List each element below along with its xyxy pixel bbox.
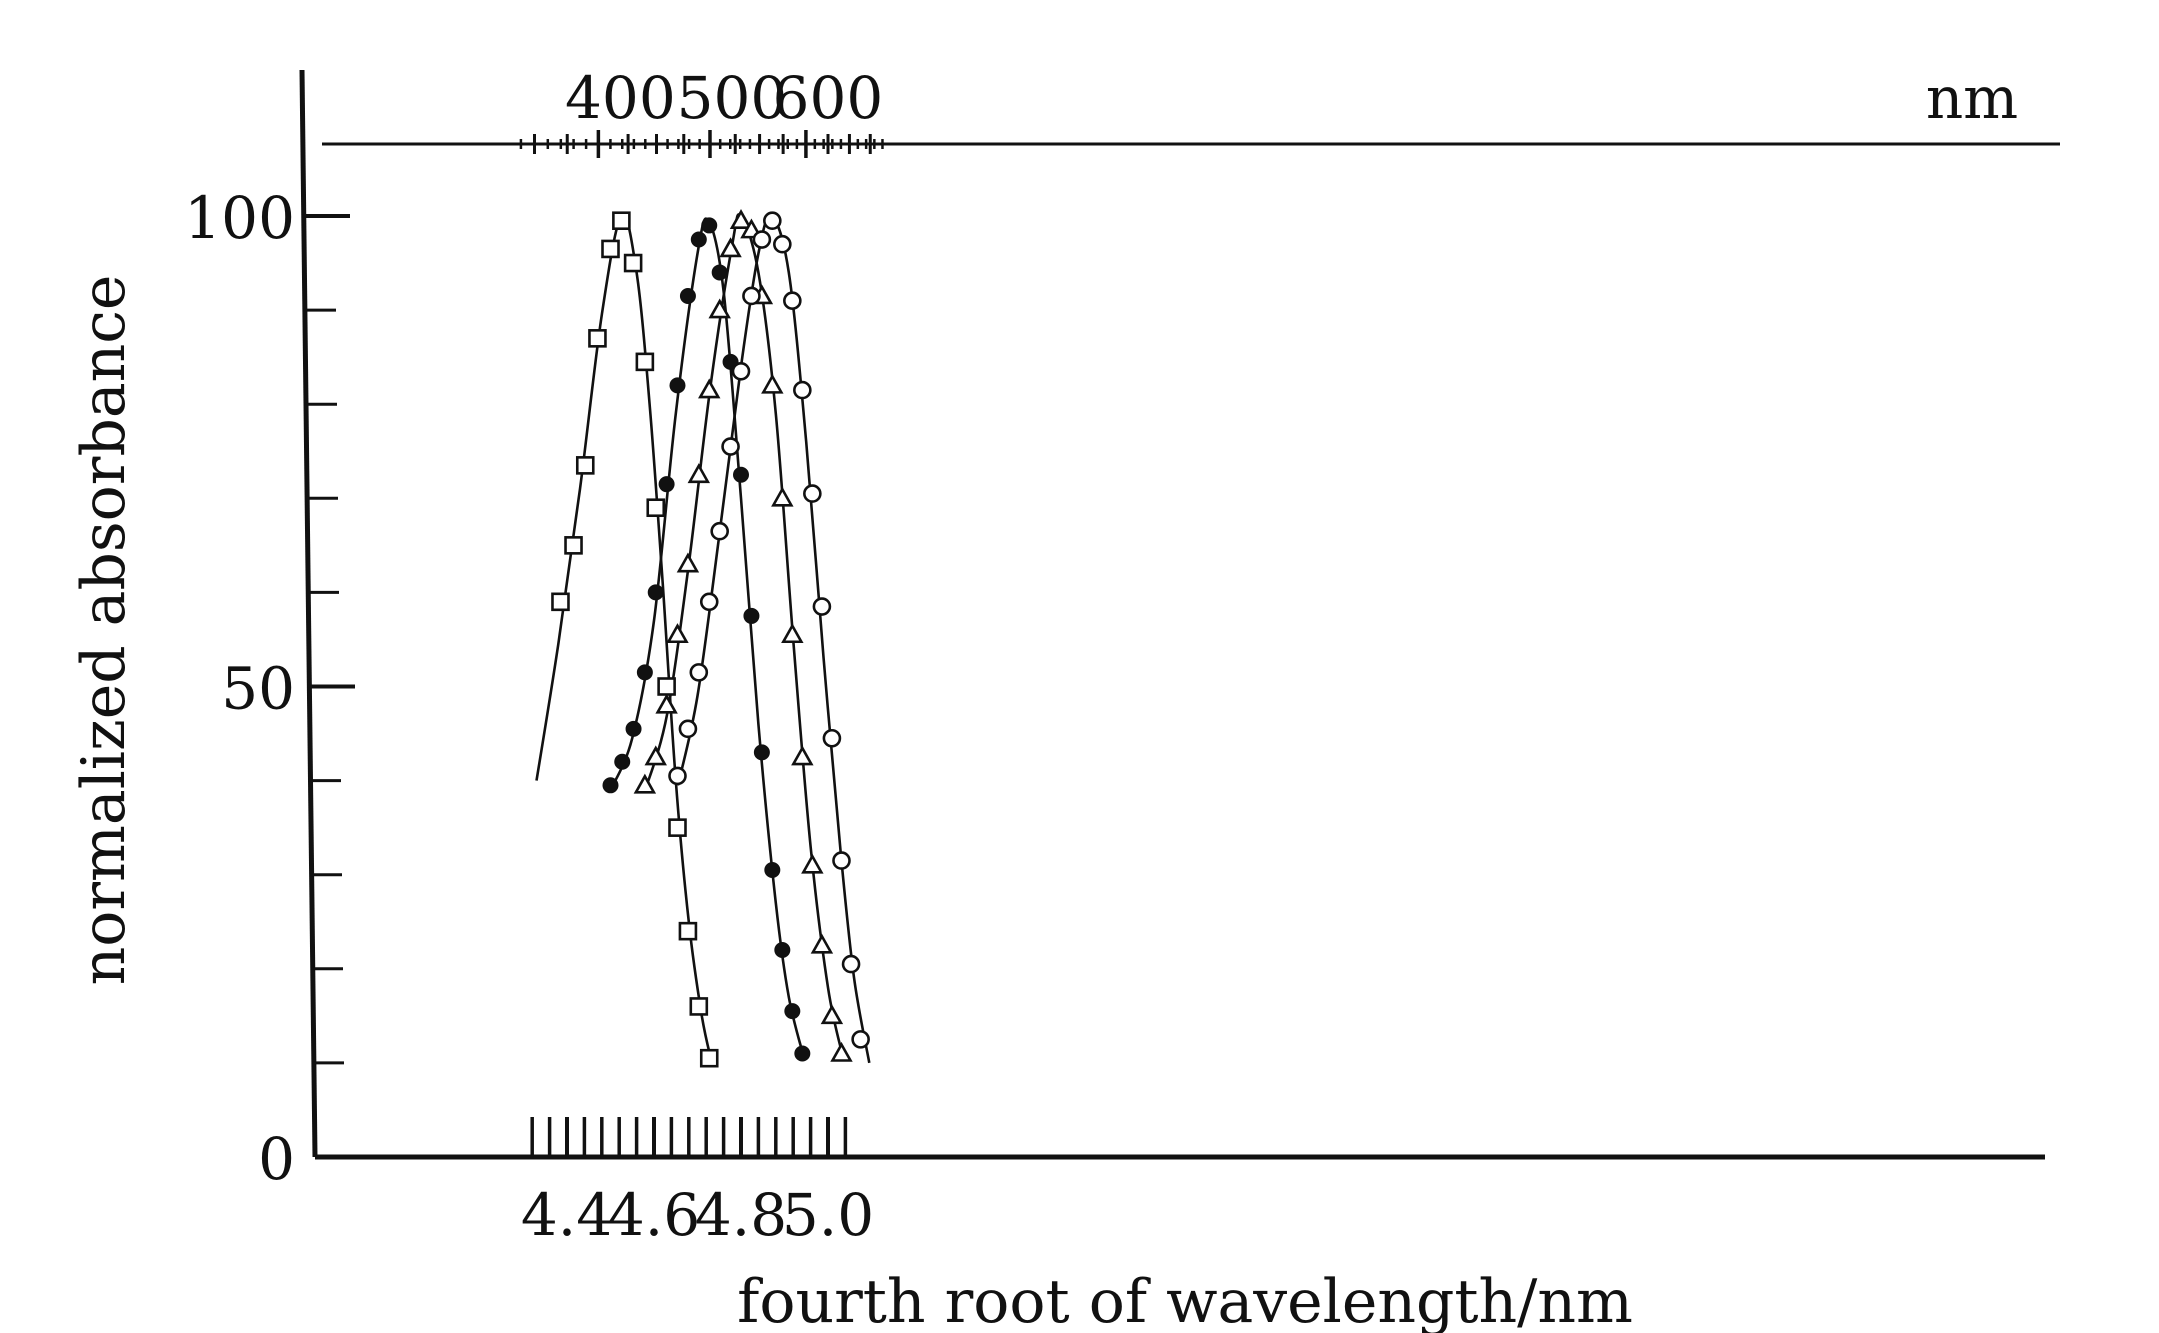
- marker-open-circle: [742, 286, 761, 306]
- y-axis-ticks: 0 50 100: [184, 184, 360, 1193]
- marker-open-square: [657, 677, 676, 696]
- marker-open-triangle: [830, 1041, 853, 1062]
- y-tick-label: 100: [184, 184, 295, 252]
- marker-open-triangle: [781, 623, 804, 644]
- marker-open-square: [646, 498, 666, 518]
- marker-open-circle: [668, 766, 687, 786]
- marker-filled-circle: [614, 753, 631, 770]
- marker-open-triangle: [771, 486, 794, 507]
- marker-open-square: [551, 592, 570, 612]
- marker-filled-circle: [625, 720, 642, 737]
- marker-filled-circle: [743, 607, 760, 624]
- marker-open-circle: [793, 380, 812, 400]
- marker-filled-circle: [647, 584, 664, 601]
- marker-open-square: [564, 536, 583, 555]
- marker-open-triangle: [687, 463, 711, 484]
- marker-open-circle: [783, 291, 802, 310]
- x-tick-label: 4.6: [608, 1181, 700, 1249]
- marker-open-square: [699, 1048, 719, 1068]
- marker-open-square: [623, 253, 643, 273]
- marker-filled-circle: [733, 466, 749, 483]
- marker-open-square: [678, 921, 698, 941]
- marker-filled-circle: [753, 744, 770, 761]
- marker-filled-circle: [669, 377, 686, 394]
- y-tick-label: 50: [221, 655, 295, 723]
- marker-open-circle: [752, 230, 772, 249]
- marker-open-square: [612, 211, 631, 231]
- x-tick-label: 4.4: [521, 1181, 613, 1249]
- marker-open-triangle: [801, 853, 824, 874]
- marker-filled-circle: [794, 1045, 811, 1062]
- marker-filled-circle: [701, 217, 718, 234]
- marker-open-circle: [851, 1030, 870, 1049]
- series-curve-filled-circle: [609, 217, 806, 1059]
- marker-open-square: [588, 329, 607, 348]
- marker-open-circle: [841, 954, 861, 974]
- marker-open-circle: [678, 719, 698, 739]
- marker-open-triangle: [633, 773, 657, 794]
- data-markers: [551, 209, 870, 1068]
- marker-filled-circle: [784, 1003, 801, 1020]
- marker-open-square: [668, 818, 687, 837]
- marker-open-triangle: [761, 373, 784, 394]
- marker-filled-circle: [679, 287, 696, 304]
- marker-filled-circle: [764, 861, 781, 878]
- marker-open-triangle: [644, 745, 667, 766]
- marker-filled-circle: [636, 664, 653, 681]
- x-tick-label: 4.8: [695, 1181, 787, 1249]
- marker-open-triangle: [676, 552, 700, 573]
- marker-filled-circle: [690, 231, 707, 248]
- marker-open-square: [635, 352, 655, 372]
- marker-open-square: [689, 997, 709, 1016]
- marker-open-circle: [731, 361, 751, 381]
- x-axis-title: fourth root of wavelength/nm: [737, 1267, 1633, 1333]
- x-tick-label: 5.0: [782, 1181, 874, 1249]
- marker-open-circle: [710, 521, 729, 541]
- x-axis-ticks: 4.44.64.85.0: [521, 1117, 874, 1249]
- marker-filled-circle: [774, 941, 791, 958]
- marker-open-circle: [763, 211, 782, 231]
- y-tick-label: 0: [258, 1125, 295, 1193]
- fitted-curves: [535, 213, 871, 1064]
- top-tick-label: 500: [677, 64, 788, 132]
- plot-frame: [299, 69, 2060, 1160]
- marker-open-triangle: [708, 298, 731, 319]
- marker-filled-circle: [711, 264, 728, 281]
- marker-filled-circle: [658, 476, 675, 493]
- marker-open-triangle: [729, 209, 753, 230]
- top-axis-unit-label: nm: [1926, 64, 2018, 132]
- marker-open-triangle: [810, 933, 834, 954]
- series-curve-open-square: [535, 213, 714, 1064]
- y-axis-title: normalized absorbance: [69, 275, 139, 986]
- top-tick-label: 400: [565, 64, 676, 132]
- marker-open-square: [601, 239, 620, 259]
- marker-open-square: [575, 456, 595, 475]
- marker-open-circle: [832, 851, 851, 870]
- marker-filled-circle: [602, 777, 619, 794]
- marker-open-circle: [721, 437, 740, 456]
- marker-open-triangle: [655, 693, 678, 714]
- marker-open-circle: [689, 663, 709, 682]
- marker-open-triangle: [820, 1004, 844, 1025]
- marker-open-triangle: [791, 745, 814, 766]
- marker-open-circle: [803, 484, 822, 503]
- marker-open-circle: [812, 597, 832, 616]
- y-axis-line: [299, 69, 318, 1158]
- marker-open-triangle: [719, 237, 742, 258]
- marker-open-circle: [822, 728, 842, 748]
- marker-open-triangle: [666, 623, 689, 644]
- top-tick-label: 600: [773, 64, 884, 132]
- marker-open-circle: [773, 234, 792, 254]
- series-curve-open-circle: [676, 214, 871, 1064]
- marker-open-circle: [699, 592, 719, 612]
- marker-open-triangle: [698, 378, 721, 399]
